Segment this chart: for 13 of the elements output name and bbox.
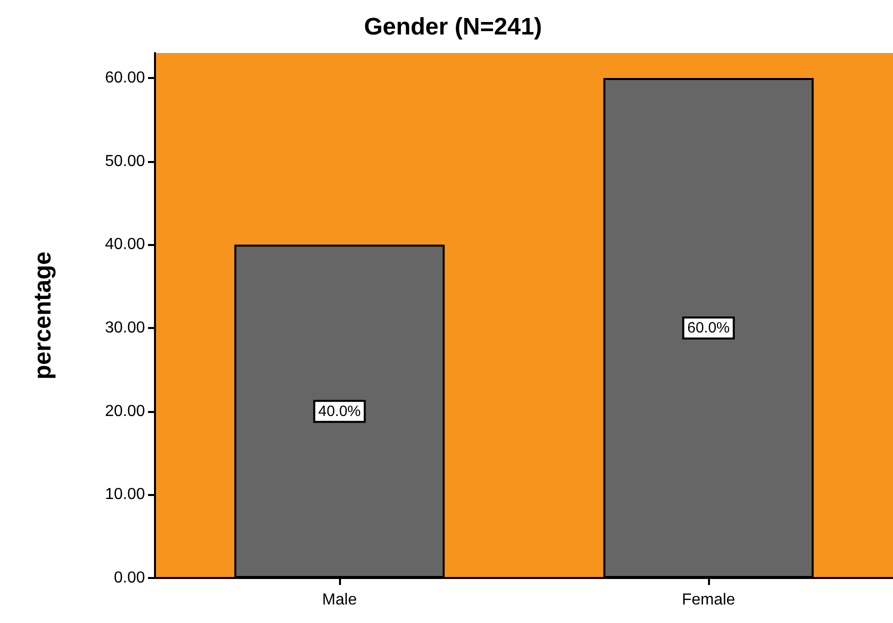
x-tick-label: Female xyxy=(682,592,736,608)
y-tick-label: 0.00 xyxy=(114,570,146,586)
chart-title: Gender (N=241) xyxy=(364,14,542,40)
data-label: 60.0% xyxy=(687,320,730,336)
data-label: 40.0% xyxy=(318,402,361,420)
y-tick-label: 30.00 xyxy=(104,320,146,336)
y-tick-label: 60.00 xyxy=(104,70,146,86)
y-axis-title: percentage xyxy=(30,251,56,380)
x-tick-label: Male xyxy=(322,592,357,608)
y-tick-label: 20.00 xyxy=(104,402,146,420)
y-tick-label: 50.00 xyxy=(104,152,146,170)
y-tick-label: 10.00 xyxy=(104,486,146,504)
y-tick-label: 40.00 xyxy=(104,236,146,254)
